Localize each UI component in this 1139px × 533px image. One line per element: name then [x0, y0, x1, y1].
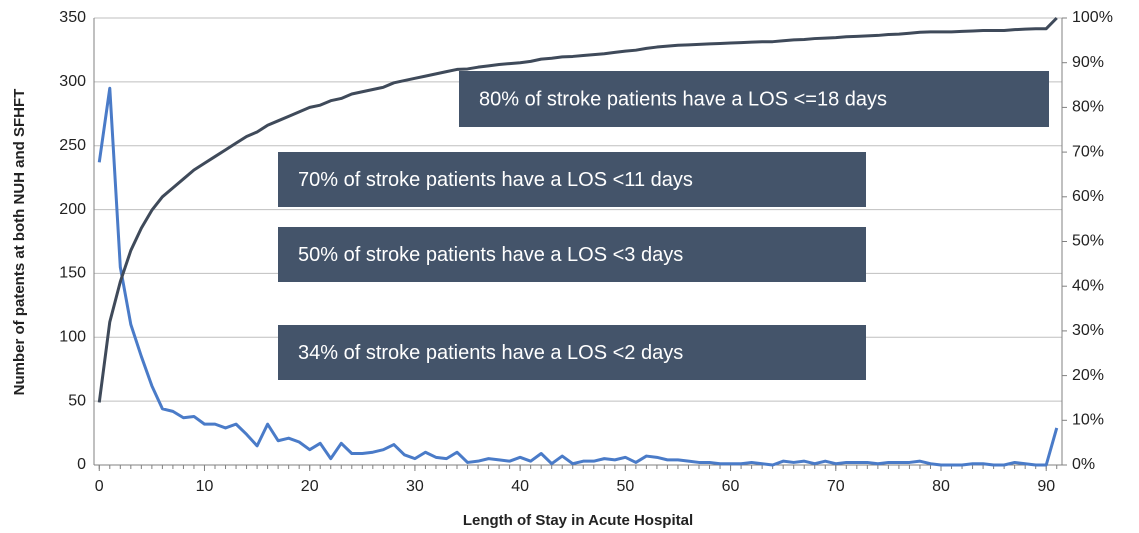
y2-tick-label: 50% — [1072, 233, 1104, 250]
annotation-box — [278, 152, 866, 207]
y-tick-label: 0 — [77, 456, 86, 473]
y2-tick-label: 80% — [1072, 99, 1104, 116]
annotation-text: 50% of stroke patients have a LOS <3 day… — [298, 244, 683, 266]
y2-tick-label: 60% — [1072, 188, 1104, 205]
y2-tick-label: 90% — [1072, 54, 1104, 71]
x-tick-label: 10 — [196, 478, 214, 495]
y-tick-label: 300 — [59, 73, 86, 90]
y-tick-label: 250 — [59, 137, 86, 154]
y2-tick-label: 30% — [1072, 322, 1104, 339]
x-tick-label: 40 — [511, 478, 529, 495]
y-axis-title: Number of patents at both NUH and SFHFT — [11, 89, 28, 396]
x-tick-label: 20 — [301, 478, 319, 495]
y2-tick-label: 100% — [1072, 9, 1113, 26]
annotation-text: 34% of stroke patients have a LOS <2 day… — [298, 342, 683, 364]
x-tick-label: 50 — [616, 478, 634, 495]
series-line — [97, 16, 1058, 403]
y2-tick-label: 20% — [1072, 367, 1104, 384]
x-axis-title: Length of Stay in Acute Hospital — [463, 512, 693, 529]
y2-tick-label: 10% — [1072, 412, 1104, 429]
y2-tick-label: 70% — [1072, 143, 1104, 160]
x-tick-label: 70 — [827, 478, 845, 495]
annotation-box — [278, 325, 866, 380]
y2-tick-label: 40% — [1072, 277, 1104, 294]
annotation-box — [459, 71, 1049, 127]
x-tick-label: 90 — [1037, 478, 1055, 495]
y-tick-label: 50 — [68, 392, 86, 409]
annotation-text: 70% of stroke patients have a LOS <11 da… — [298, 169, 693, 191]
y2-tick-label: 0% — [1072, 456, 1095, 473]
y-tick-label: 150 — [59, 265, 86, 282]
annotation-text: 80% of stroke patients have a LOS <=18 d… — [479, 88, 887, 110]
x-tick-label: 0 — [95, 478, 104, 495]
x-tick-label: 60 — [722, 478, 740, 495]
y-tick-label: 200 — [59, 201, 86, 218]
y-tick-label: 350 — [59, 9, 86, 26]
y-tick-label: 100 — [59, 329, 86, 346]
series-line — [97, 86, 1059, 467]
x-tick-label: 30 — [406, 478, 424, 495]
x-tick-label: 80 — [932, 478, 950, 495]
annotation-box — [278, 227, 866, 282]
